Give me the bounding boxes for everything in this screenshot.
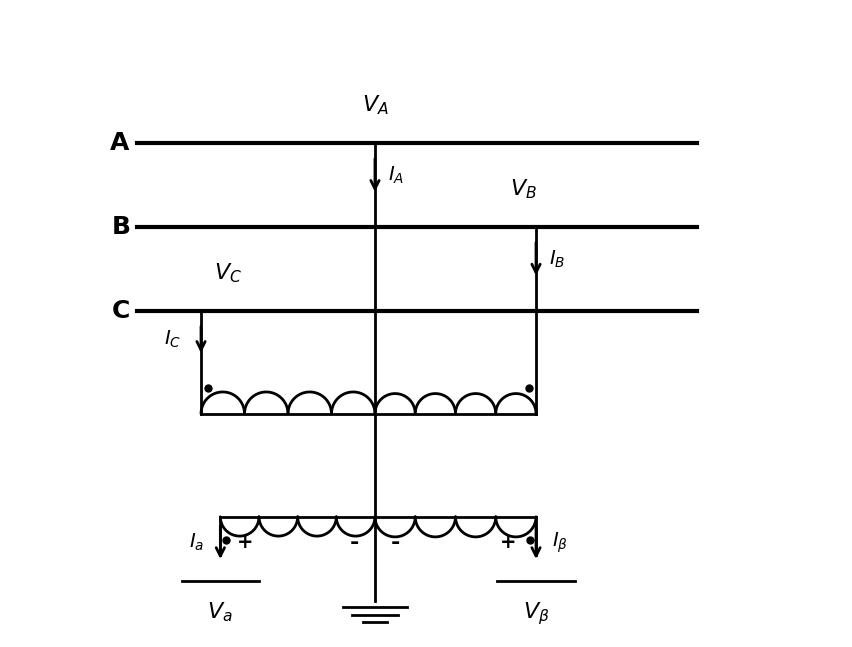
Text: $V_\beta$: $V_\beta$ [522,600,549,628]
Text: $\mathbf{B}$: $\mathbf{B}$ [111,215,130,239]
Text: $I_A$: $I_A$ [388,165,404,186]
Text: +: + [499,533,516,552]
Text: $I_\beta$: $I_\beta$ [551,531,567,554]
Text: $V_a$: $V_a$ [207,600,233,624]
Text: +: + [236,533,253,552]
Text: $V_A$: $V_A$ [361,94,388,117]
Text: $I_a$: $I_a$ [189,532,204,553]
Text: $I_C$: $I_C$ [164,329,181,350]
Text: $V_B$: $V_B$ [509,177,537,201]
Text: -: - [390,532,400,553]
Text: $V_C$: $V_C$ [214,261,242,285]
Text: $I_B$: $I_B$ [548,248,565,270]
Text: -: - [349,532,359,553]
Text: $\mathbf{C}$: $\mathbf{C}$ [112,299,130,323]
Text: $\mathbf{A}$: $\mathbf{A}$ [109,131,130,155]
